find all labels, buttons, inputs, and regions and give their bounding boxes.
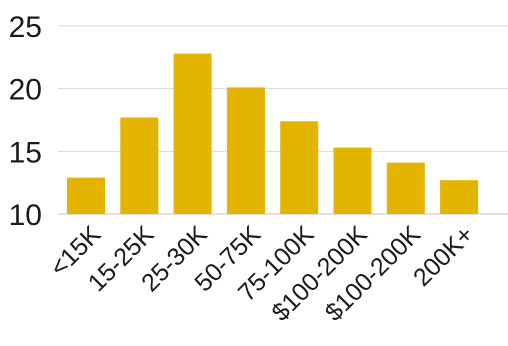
bar	[120, 117, 159, 214]
bar	[386, 162, 425, 214]
x-axis-ticks: <15K15-25K25-30K50-75K75-100K$100-200K$1…	[45, 220, 480, 327]
y-tick-label: 15	[9, 136, 42, 169]
bar	[440, 180, 479, 214]
x-tick-label: 200K+	[408, 220, 479, 291]
bar	[67, 177, 105, 214]
y-tick-label: 20	[9, 74, 42, 107]
y-axis-ticks: 10 15 20 25	[9, 11, 42, 232]
bars	[67, 53, 479, 214]
bar	[280, 121, 319, 214]
bar	[173, 53, 212, 214]
y-tick-label: 10	[9, 199, 42, 232]
bar	[226, 87, 265, 214]
y-tick-label: 25	[9, 11, 42, 44]
bar	[333, 147, 372, 214]
